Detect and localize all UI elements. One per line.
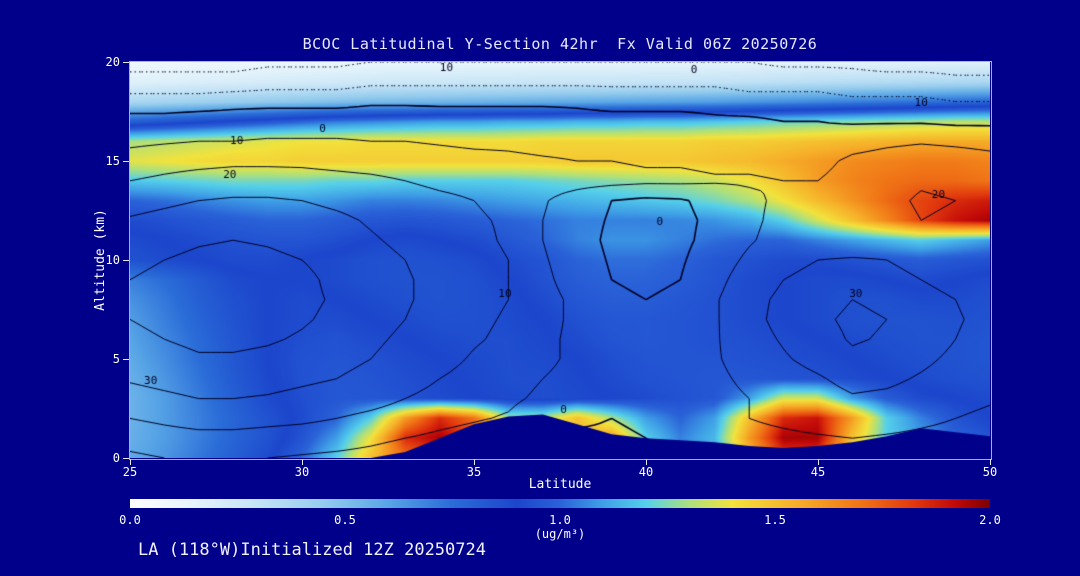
colorbar-tick-label: 0.0 [119,513,141,527]
chart-title: BCOC Latitudinal Y-Section 42hr Fx Valid… [302,35,818,53]
x-tick-label: 50 [982,465,998,479]
y-tick-label: 10 [105,253,120,267]
colorbar-tick-label: 2.0 [979,513,1001,527]
x-tick-label: 25 [122,465,138,479]
y-tick-mark [123,61,129,63]
colorbar-gradient [130,499,990,508]
y-tick-label: 20 [105,55,120,69]
x-tick-mark [473,459,475,465]
x-tick-label: 35 [466,465,482,479]
init-annotation: LA (118°W)Initialized 12Z 20250724 [138,540,486,560]
x-tick-label: 40 [638,465,654,479]
x-tick-mark [645,459,647,465]
colorbar-units: (ug/m³) [534,527,586,541]
x-tick-mark [989,459,991,465]
y-tick-label: 15 [105,154,120,168]
x-tick-mark [301,459,303,465]
x-tick-label: 30 [294,465,310,479]
y-tick-mark [123,259,129,261]
x-tick-mark [817,459,819,465]
y-tick-label: 5 [112,352,120,366]
x-tick-label: 45 [810,465,826,479]
x-axis-title: Latitude [528,477,592,492]
contour-plot-canvas [130,62,990,458]
y-tick-mark [123,457,129,459]
x-tick-mark [129,459,131,465]
y-tick-mark [123,160,129,162]
colorbar-tick-label: 0.5 [334,513,356,527]
colorbar-tick-label: 1.0 [549,513,571,527]
y-tick-mark [123,358,129,360]
colorbar-tick-label: 1.5 [764,513,786,527]
y-tick-label: 0 [112,451,120,465]
